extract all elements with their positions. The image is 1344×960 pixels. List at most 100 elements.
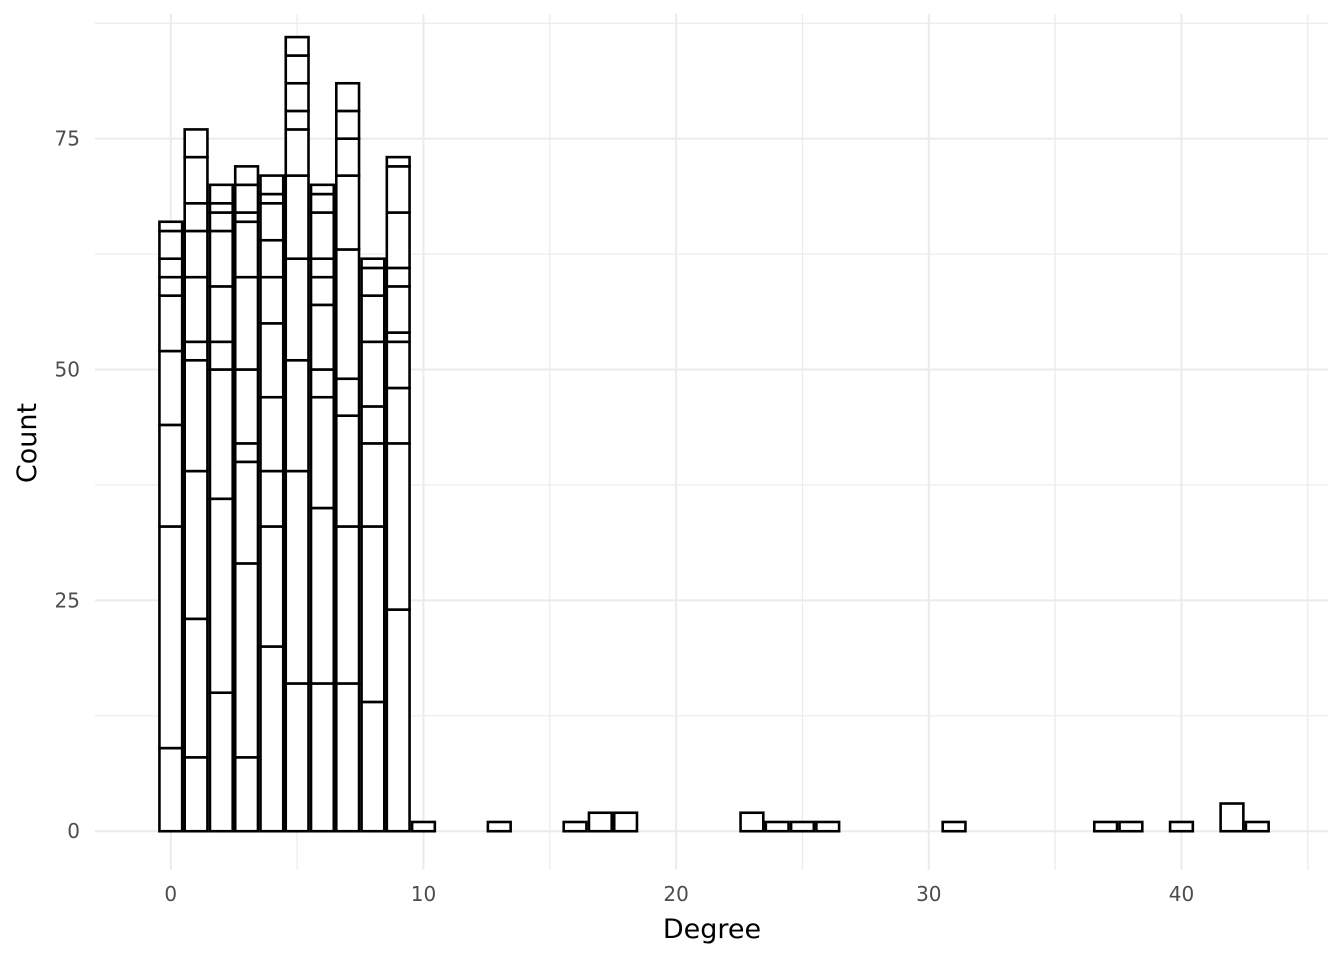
- bar-segment: [309, 682, 336, 833]
- bar: [1118, 820, 1144, 833]
- bar-segment: [233, 562, 260, 759]
- bar-segment: [309, 211, 336, 261]
- y-tick-label: 0: [67, 819, 80, 843]
- bar: [739, 811, 765, 833]
- bar-segment: [334, 174, 361, 251]
- bar-segment: [208, 285, 235, 344]
- bar-segment: [385, 386, 411, 445]
- stacked-bar: [208, 183, 235, 833]
- bar-segment: [183, 756, 209, 833]
- bar-segment: [259, 395, 285, 473]
- bar-segment: [309, 257, 336, 279]
- bar: [562, 820, 588, 833]
- bar: [410, 820, 437, 833]
- bar-segment: [284, 35, 310, 57]
- stacked-bar: [183, 128, 209, 833]
- y-tick-label: 25: [55, 588, 80, 612]
- bar-segment: [158, 220, 184, 233]
- bar-segment: [233, 442, 260, 464]
- stacked-bar: [309, 183, 336, 833]
- bar-segment: [309, 183, 336, 196]
- bar: [1219, 802, 1245, 833]
- bar-segment: [208, 183, 235, 205]
- bar-segment: [158, 257, 184, 279]
- bar-segment: [233, 183, 260, 214]
- bar-segment: [208, 211, 235, 233]
- stacked-bar: [259, 174, 285, 833]
- bar-segment: [183, 229, 209, 279]
- bar-segment: [284, 81, 310, 113]
- bar: [612, 811, 639, 833]
- bar-segment: [385, 608, 411, 833]
- bar-segment: [334, 414, 361, 528]
- bar-segment: [309, 303, 336, 371]
- bar-segment: [158, 525, 184, 750]
- bar-segment: [334, 525, 361, 685]
- bar-segment: [183, 155, 209, 205]
- x-tick-label: 30: [916, 882, 941, 906]
- bar-segment: [233, 211, 260, 224]
- bar-segment: [284, 257, 310, 362]
- bar-segment: [284, 469, 310, 685]
- stacked-bar: [284, 35, 310, 833]
- bar: [587, 811, 613, 833]
- bar: [1244, 820, 1270, 833]
- bar-segment: [259, 174, 285, 196]
- bar-segment: [385, 285, 411, 334]
- bar-segment: [183, 469, 209, 621]
- bar-segment: [385, 442, 411, 611]
- bar-segment: [309, 395, 336, 510]
- x-tick-label: 0: [164, 882, 177, 906]
- bar-segment: [183, 358, 209, 473]
- bar-segment: [385, 331, 411, 344]
- bar-segment: [233, 165, 260, 187]
- bar-segment: [259, 201, 285, 242]
- bar-segment: [360, 257, 386, 270]
- bar-segment: [233, 460, 260, 565]
- bar-segment: [259, 275, 285, 325]
- bar-segment: [259, 238, 285, 279]
- stacked-bar: [385, 155, 411, 833]
- bar-segment: [385, 266, 411, 288]
- bar-segment: [334, 682, 361, 833]
- bar-segment: [158, 423, 184, 528]
- bar-segment: [309, 506, 336, 685]
- bar-segment: [233, 220, 260, 279]
- bar-segment: [284, 109, 310, 131]
- bar-segment: [183, 275, 209, 344]
- bar-segment: [183, 128, 209, 159]
- bar-segment: [360, 340, 386, 408]
- bar-segment: [233, 756, 260, 833]
- bar-segment: [385, 340, 411, 390]
- bar-segment: [158, 229, 184, 261]
- bar-segment: [334, 248, 361, 381]
- bar-segment: [360, 405, 386, 445]
- bar-segment: [208, 497, 235, 695]
- y-axis-title: Count: [12, 403, 43, 483]
- bar-segment: [233, 275, 260, 371]
- bar-segment: [334, 137, 361, 177]
- stacked-bar: [233, 165, 260, 833]
- bar-segment: [158, 746, 184, 833]
- bar-segment: [309, 192, 336, 214]
- bar-segment: [360, 266, 386, 297]
- x-tick-label: 10: [411, 882, 436, 906]
- bar-segment: [158, 275, 184, 297]
- bar-segment: [309, 368, 336, 399]
- bar-segment: [309, 275, 336, 307]
- y-axis-ticks: 0 25 50 75: [55, 127, 80, 844]
- bar-segment: [360, 700, 386, 833]
- y-tick-label: 75: [55, 127, 80, 151]
- bar-segment: [334, 109, 361, 140]
- bar: [789, 820, 816, 833]
- bar-segment: [208, 368, 235, 501]
- x-axis-title: Degree: [663, 914, 761, 945]
- bar-segment: [208, 340, 235, 371]
- bar-segment: [183, 201, 209, 233]
- bar-segment: [385, 165, 411, 214]
- bar-segment: [334, 377, 361, 417]
- bar-segment: [284, 54, 310, 85]
- bar-segment: [334, 81, 361, 113]
- bar: [764, 820, 790, 833]
